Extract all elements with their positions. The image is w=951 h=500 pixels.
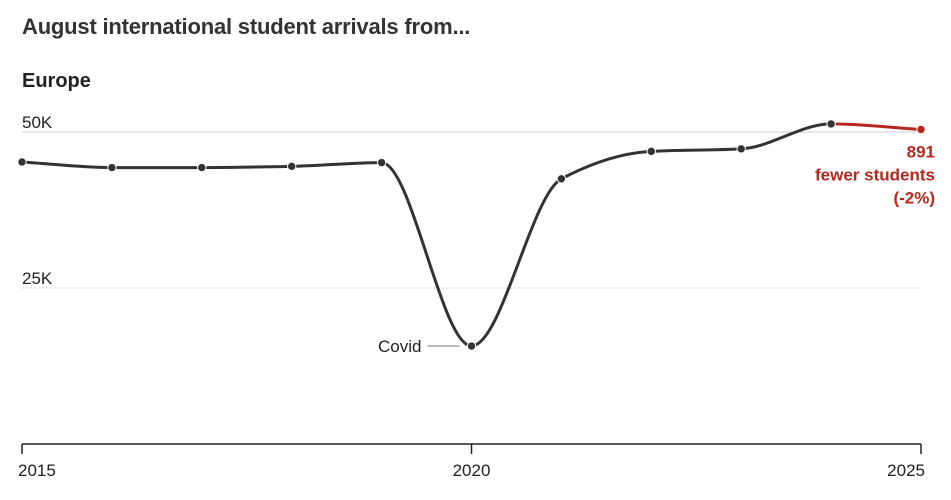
callout-line1: fewer students [815,166,935,185]
chart-subtitle: Europe [22,70,91,92]
series-lines [21,122,922,348]
callout-value: 891 [907,143,935,162]
series-line [21,122,832,348]
data-point-2022 [646,146,656,157]
data-point-2020 [466,341,477,351]
data-point-2023 [736,144,746,154]
data-point-2016 [107,162,117,173]
data-point-2017 [197,162,207,173]
data-point-2021 [556,174,567,184]
x-axis: 2015 2020 2025 [18,443,925,480]
x-tick-label: 2025 [887,461,925,480]
data-point-2019 [376,157,387,168]
callout-line2: (-2%) [893,189,935,208]
data-point-2015 [17,157,27,167]
data-point-2024 [826,119,836,129]
annotations: Covid 891 fewer students (-2%) [378,143,935,357]
gridlines: 50K 25K [22,113,921,289]
x-tick-label: 2020 [453,461,491,480]
data-point-2025 [916,124,926,135]
data-point-2018 [287,161,297,172]
chart-title: August international student arrivals fr… [22,14,471,39]
annotation-covid: Covid [378,337,421,356]
y-tick-label: 50K [22,113,53,132]
x-tick-label: 2015 [18,461,56,480]
y-tick-label: 25K [22,269,53,288]
data-points [17,119,926,351]
series-line-highlight [831,122,922,132]
